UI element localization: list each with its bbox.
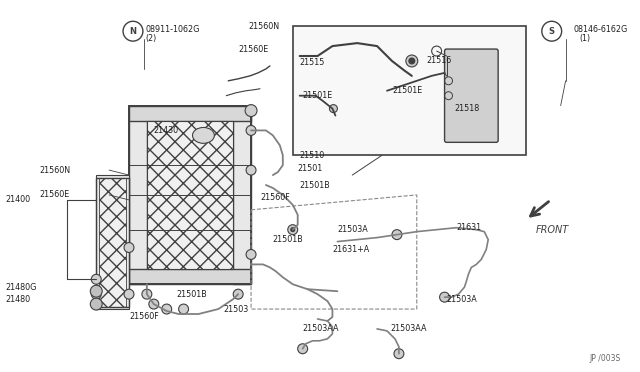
Text: 21503AA: 21503AA [390, 324, 426, 333]
Text: 21560E: 21560E [40, 190, 70, 199]
Circle shape [90, 298, 102, 310]
Text: 21560N: 21560N [248, 22, 279, 31]
Text: 21560F: 21560F [129, 312, 159, 321]
Circle shape [246, 125, 256, 135]
Circle shape [92, 289, 101, 299]
Polygon shape [96, 175, 129, 309]
Text: 21501B: 21501B [177, 290, 207, 299]
Circle shape [298, 344, 308, 354]
Text: 21516: 21516 [427, 57, 452, 65]
Circle shape [124, 243, 134, 253]
Ellipse shape [193, 128, 214, 143]
Text: 21560F: 21560F [260, 193, 290, 202]
Text: 21518: 21518 [454, 104, 480, 113]
Circle shape [233, 289, 243, 299]
Text: (2): (2) [146, 33, 157, 43]
Text: 21515: 21515 [300, 58, 325, 67]
Circle shape [162, 304, 172, 314]
Text: JP /003S: JP /003S [589, 354, 620, 363]
Text: 21400: 21400 [5, 195, 30, 204]
Circle shape [246, 165, 256, 175]
Text: N: N [129, 27, 136, 36]
Text: 21510: 21510 [300, 151, 325, 160]
Text: 21480G: 21480G [5, 283, 36, 292]
Text: 21501B: 21501B [300, 180, 330, 189]
Bar [147, 121, 233, 269]
Text: 21560E: 21560E [238, 45, 268, 54]
Text: 08911-1062G: 08911-1062G [146, 25, 200, 34]
Circle shape [288, 225, 298, 235]
Text: 21503: 21503 [223, 305, 248, 314]
Bar [99, 178, 126, 307]
Circle shape [330, 105, 337, 113]
Text: 21501: 21501 [298, 164, 323, 173]
Circle shape [246, 250, 256, 259]
Circle shape [90, 285, 102, 297]
Text: 21631: 21631 [456, 223, 481, 232]
Text: 21631+A: 21631+A [332, 245, 370, 254]
Circle shape [409, 58, 415, 64]
Text: 21503AA: 21503AA [303, 324, 339, 333]
Circle shape [406, 55, 418, 67]
Circle shape [394, 349, 404, 359]
Circle shape [440, 292, 449, 302]
Text: FRONT: FRONT [536, 225, 569, 235]
Text: 21501E: 21501E [392, 86, 422, 95]
Circle shape [245, 105, 257, 116]
Circle shape [392, 230, 402, 240]
Text: S: S [548, 27, 555, 36]
Text: (1): (1) [579, 33, 591, 43]
Text: 21503A: 21503A [337, 225, 368, 234]
Circle shape [142, 289, 152, 299]
Text: 21501E: 21501E [303, 91, 333, 100]
Text: 08146-6162G: 08146-6162G [573, 25, 628, 34]
Text: 21501B: 21501B [272, 235, 303, 244]
Circle shape [291, 228, 295, 232]
Text: 21503A: 21503A [447, 295, 477, 304]
Circle shape [92, 274, 101, 284]
Polygon shape [129, 106, 147, 284]
Circle shape [149, 299, 159, 309]
Bar [292, 26, 526, 155]
FancyBboxPatch shape [445, 49, 498, 142]
Polygon shape [129, 106, 251, 121]
Polygon shape [129, 269, 251, 284]
Circle shape [179, 304, 189, 314]
Text: 21560N: 21560N [40, 166, 71, 174]
Text: 21480: 21480 [5, 295, 30, 304]
Circle shape [124, 289, 134, 299]
Polygon shape [233, 106, 251, 284]
Text: 21430: 21430 [154, 126, 179, 135]
